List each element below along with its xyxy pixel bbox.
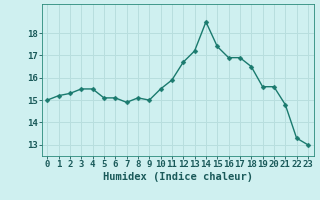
X-axis label: Humidex (Indice chaleur): Humidex (Indice chaleur) xyxy=(103,172,252,182)
